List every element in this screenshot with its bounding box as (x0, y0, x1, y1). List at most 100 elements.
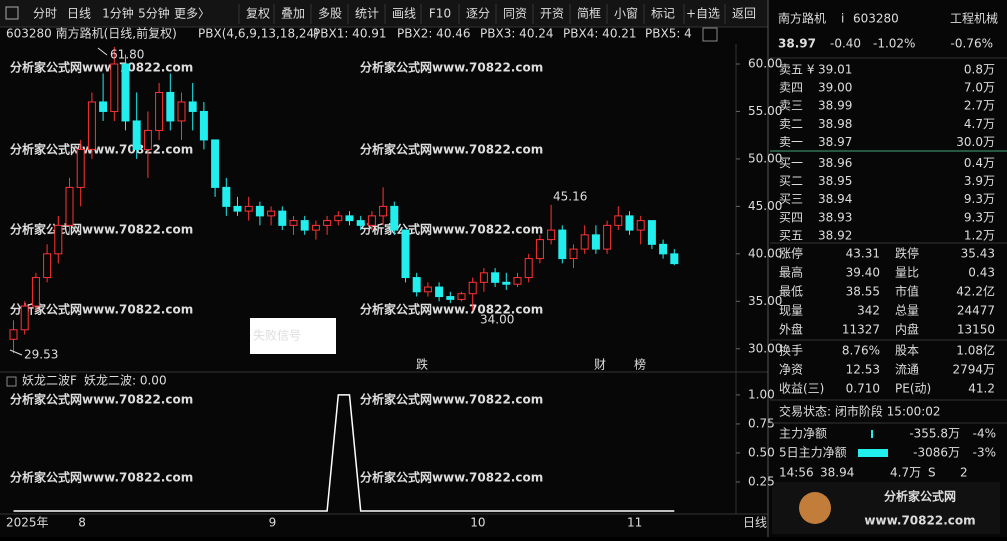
x-tick-label: 11 (627, 516, 642, 530)
logo-icon (799, 492, 831, 524)
candle-body (423, 286, 432, 293)
toolbar-button[interactable]: F10 (429, 7, 451, 21)
trade-status: 交易状态: 闭市阶段 15:00:02 (779, 404, 941, 419)
menu-icon[interactable] (5, 6, 19, 20)
candle-body (591, 234, 600, 250)
button[interactable] (702, 27, 718, 42)
collapse-icon[interactable] (6, 376, 17, 387)
candle-body (255, 205, 264, 217)
candle-body (647, 220, 656, 245)
stat-label: 股本 (895, 344, 919, 358)
x-tick-label: 2025年 (6, 516, 49, 530)
toolbar-button[interactable]: 开资 (540, 7, 564, 21)
watermark: 分析家公式网www.70822.com (360, 142, 543, 157)
candle-body (513, 277, 522, 285)
tab[interactable]: 5分钟 (138, 6, 170, 21)
order-level: 卖一 (779, 135, 803, 149)
stat-label: 收益(三) (779, 382, 824, 396)
sector-pct: -0.76% (951, 37, 993, 51)
toolbar-button[interactable]: 逐分 (466, 7, 490, 21)
x-tick-label: 9 (269, 516, 277, 530)
order-level: 买一 (779, 156, 803, 170)
toolbar-button[interactable]: 同资 (503, 7, 527, 21)
watermark: 分析家公式网www.70822.com (360, 302, 543, 317)
pointer (9, 349, 23, 356)
flow-value: -355.8万 (909, 427, 960, 441)
toolbar-button[interactable]: 复权 (246, 7, 270, 21)
stat-label: 量比 (895, 266, 919, 280)
pointer (97, 47, 108, 56)
tab[interactable]: 1分钟 (102, 6, 134, 21)
stat-value: 0.710 (846, 382, 880, 396)
legend-entry: PBX5: 4 (645, 27, 692, 41)
toolbar-button[interactable]: 统计 (355, 7, 379, 21)
stat-value: 8.76% (842, 344, 880, 358)
tab[interactable]: 分时 (33, 7, 57, 21)
order-volume: 30.0万 (956, 135, 995, 149)
chart-title: 603280 南方路机(日线,前复权) (6, 26, 177, 41)
stat-label: 最高 (779, 265, 803, 280)
candle-body (76, 148, 85, 188)
stat-value: 38.55 (846, 285, 880, 299)
tab[interactable]: 更多〉 (174, 7, 210, 21)
stat-value: 35.43 (961, 247, 995, 261)
order-level: 卖三 (779, 99, 803, 113)
order-volume: 9.3万 (964, 210, 995, 224)
tab[interactable]: 日线 (67, 7, 91, 21)
toolbar-button[interactable]: 画线 (392, 7, 416, 21)
candle-body (132, 120, 141, 150)
order-volume: 3.9万 (964, 174, 995, 188)
order-level: 买三 (779, 192, 803, 206)
stat-label: 外盘 (779, 322, 803, 337)
period-label: 日线 (743, 516, 767, 530)
candle-body (356, 220, 365, 226)
candle-body (188, 101, 197, 112)
annotation: 榜 (634, 357, 646, 372)
order-volume: 9.3万 (964, 192, 995, 206)
candle-body (177, 101, 186, 122)
candle-body (199, 110, 208, 141)
toolbar-button[interactable]: 小窗 (614, 7, 638, 21)
y-tick-label: 0.75 (748, 416, 775, 430)
change: -0.40 (830, 37, 861, 51)
annotation: 失败信号 (253, 328, 301, 343)
toolbar-button[interactable]: 返回 (732, 7, 756, 21)
toolbar-button[interactable]: 标记 (651, 7, 675, 21)
flow-bar (871, 430, 873, 438)
flow-value: -3086万 (913, 446, 960, 460)
stat-label: PE(动) (895, 382, 931, 396)
stat-label: 流通 (895, 363, 919, 377)
toolbar-button[interactable]: 叠加 (281, 7, 305, 21)
candle-body (222, 186, 231, 207)
flow-bar (858, 449, 888, 457)
stat-value: 12.53 (846, 363, 880, 377)
annotation: 34.00 (480, 313, 514, 327)
watermark: 分析家公式网www.70822.com (10, 222, 193, 237)
candle-body (535, 239, 544, 260)
toolbar-button[interactable]: 多股 (318, 7, 342, 21)
candle-body (43, 253, 52, 279)
candle-body (267, 210, 276, 217)
candle-body (468, 281, 477, 295)
info-icon[interactable]: i (841, 12, 844, 26)
stat-value: 2794万 (952, 363, 995, 377)
candle-body (289, 220, 298, 226)
order-price: 38.98 (818, 117, 852, 131)
toolbar-button[interactable]: +自选 (686, 7, 720, 21)
order-price: 39.01 (818, 63, 852, 77)
order-price: 38.95 (818, 174, 852, 188)
y-tick-label: 30.00 (748, 341, 782, 355)
stat-label: 内盘 (895, 322, 919, 337)
candle-body (636, 220, 645, 231)
indicator-line (13, 394, 675, 512)
order-level: 卖二 (779, 117, 803, 131)
flow-pct: -3% (973, 446, 996, 460)
y-tick-label: 45.00 (748, 199, 782, 213)
candle-body (166, 91, 175, 122)
candle-body (110, 63, 119, 112)
stat-value: 43.31 (846, 247, 880, 261)
candle-body (345, 215, 354, 222)
toolbar-button[interactable]: 简框 (577, 7, 601, 21)
